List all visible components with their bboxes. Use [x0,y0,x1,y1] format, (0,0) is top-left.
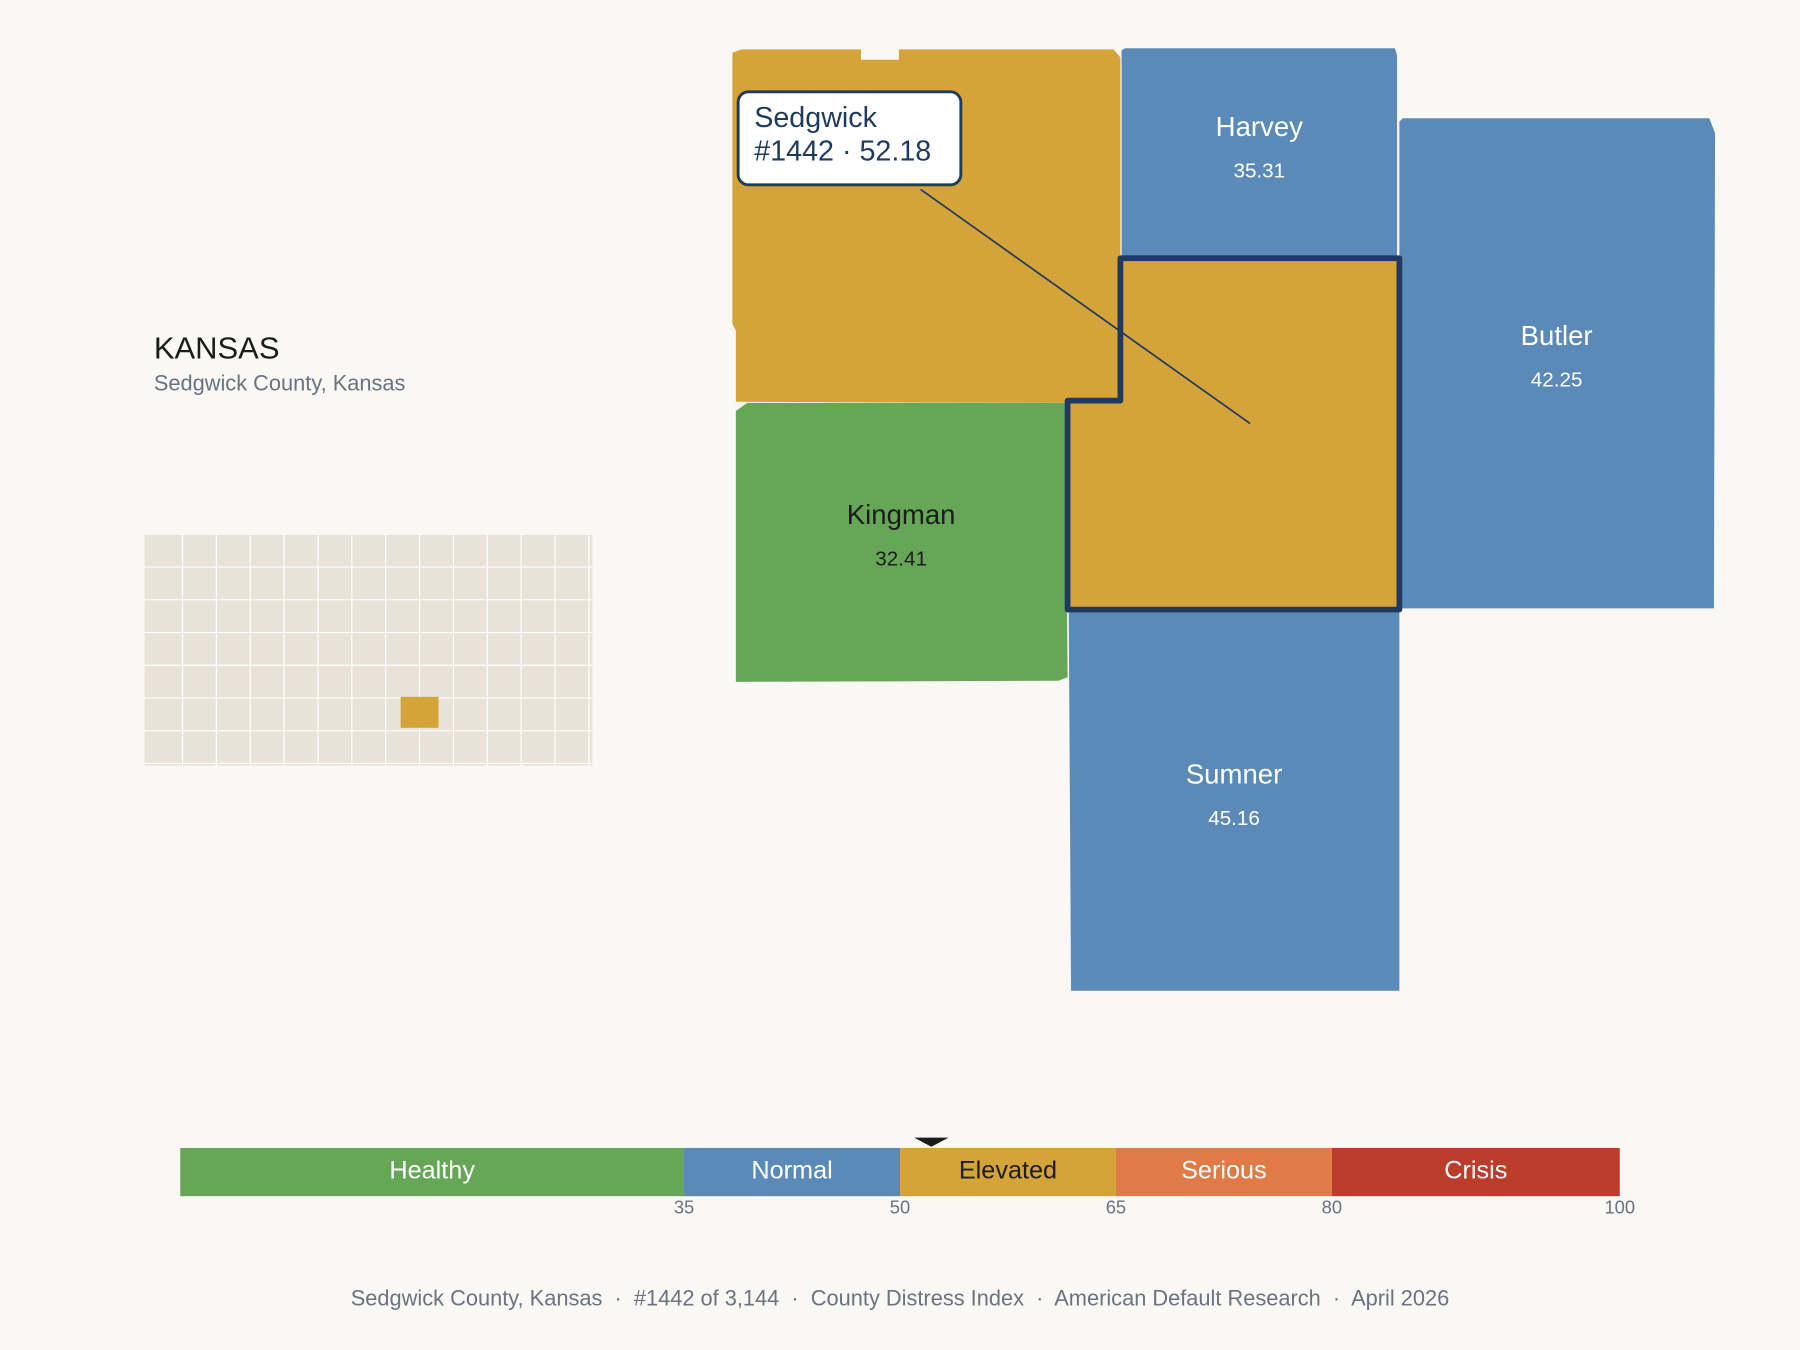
state-minimap [144,534,593,766]
callout-name: Sedgwick [754,102,877,134]
counties: Harvey 35.31 Butler 42.25 Kingman 32.41 Sumner… [735,48,1716,991]
scale-band-label: Crisis [1444,1157,1507,1185]
county-name: Kingman [847,499,956,530]
county-value: 45.16 [1208,807,1260,830]
county-name: Harvey [1216,111,1303,142]
footer: Sedgwick County, Kansas · #1442 of 3,144… [351,1285,1449,1310]
focus-county [1064,255,1403,613]
leader-line [920,188,1251,425]
county-value: 32.41 [875,548,927,571]
scale-tick-label: 50 [890,1197,910,1218]
county-value: 42.25 [1531,369,1583,392]
state-title: KANSAS [154,330,280,365]
scale-band-label: Healthy [389,1157,475,1185]
subtitle: Sedgwick County, Kansas [154,370,406,395]
scale-band-label: Normal [751,1157,832,1185]
callout-box [736,90,963,187]
county-name: Sumner [1186,758,1282,789]
scale-band [684,1147,900,1197]
county [1399,118,1716,609]
scale-tick-label: 80 [1322,1197,1342,1218]
county [1121,48,1398,259]
county [1068,609,1400,991]
minimap-focus [400,696,439,728]
county-name: Butler [1521,320,1593,351]
scale-band [1115,1147,1332,1197]
scale-band-label: Serious [1181,1157,1267,1185]
scale-band [1331,1147,1620,1197]
distress-scale: Healthy Normal Elevated Serious Crisis 35 50 65… [180,1137,1635,1218]
state-shape [144,534,593,766]
scale-tick-label: 65 [1106,1197,1126,1218]
scale-tick-label: 35 [674,1197,694,1218]
callout-detail: #1442 · 52.18 [754,135,931,167]
county [735,402,1068,682]
scale-tick-label: 100 [1604,1197,1635,1218]
scale-marker [914,1137,949,1147]
callout: Sedgwick #1442 · 52.18 [736,90,1251,425]
county-value: 35.31 [1233,160,1285,183]
scale-band-label: Elevated [959,1157,1057,1185]
scale-band [180,1147,685,1197]
scale-band [900,1147,1116,1197]
